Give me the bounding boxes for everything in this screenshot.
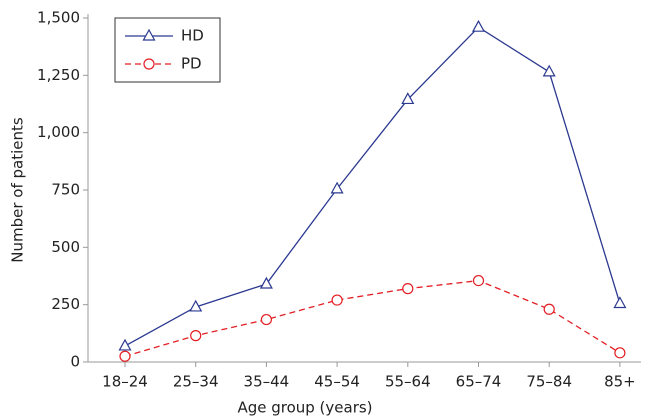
data-point [119, 350, 131, 362]
x-tick-label: 85+ [604, 373, 636, 391]
data-point [260, 313, 272, 326]
series-line [124, 279, 621, 357]
data-point [471, 19, 486, 32]
y-tick-label: 1,500 [37, 9, 80, 27]
x-tick-label: 65–74 [456, 373, 502, 391]
data-point [190, 330, 202, 342]
data-point [542, 64, 556, 77]
y-tick-label: 1,000 [37, 123, 80, 141]
y-tick-label: 0 [70, 353, 80, 371]
data-point [330, 181, 344, 194]
data-point [331, 294, 343, 306]
x-tick-label: 55–64 [385, 373, 431, 391]
data-point [402, 283, 414, 295]
x-axis-label: Age group (years) [237, 399, 372, 417]
data-point [401, 92, 415, 105]
y-tick-label: 500 [51, 238, 80, 256]
data-point [614, 347, 626, 359]
legend-label: HD [181, 27, 204, 45]
legend-marker [142, 28, 156, 41]
series-line [124, 26, 621, 347]
legend-marker [143, 58, 155, 70]
data-point [259, 276, 273, 289]
y-tick-label: 750 [51, 181, 80, 199]
data-point [543, 303, 555, 315]
data-point [189, 299, 203, 312]
x-tick-label: 25–34 [173, 373, 219, 391]
data-point [472, 274, 485, 287]
x-tick-label: 45–54 [314, 373, 360, 391]
x-tick-label: 18–24 [102, 373, 148, 391]
x-tick-label: 75–84 [526, 373, 572, 391]
legend-box [114, 17, 221, 83]
legend-label: PD [181, 55, 202, 73]
y-tick-label: 1,250 [37, 66, 80, 84]
data-point [613, 296, 627, 309]
y-axis-label: Number of patients [9, 117, 27, 263]
x-tick-label: 35–44 [244, 373, 290, 391]
y-tick-label: 250 [51, 295, 80, 313]
data-point [118, 338, 132, 351]
